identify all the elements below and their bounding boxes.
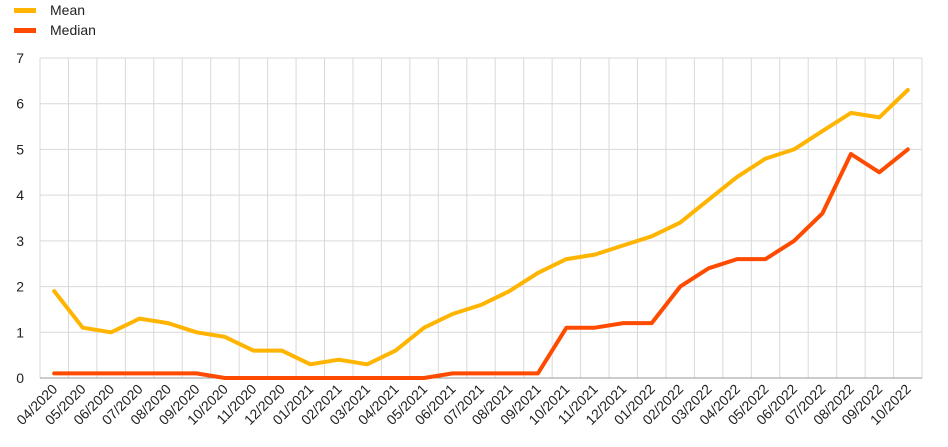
data-point-mean	[793, 148, 795, 150]
data-point-mean	[338, 359, 340, 361]
data-point-median	[281, 377, 283, 379]
data-point-mean	[110, 331, 112, 333]
y-tick-label: 2	[16, 279, 24, 295]
data-point-median	[907, 148, 909, 150]
data-point-median	[878, 171, 880, 173]
data-point-median	[195, 372, 197, 374]
data-point-mean	[195, 331, 197, 333]
data-point-median	[338, 377, 340, 379]
data-point-median	[821, 212, 823, 214]
data-point-mean	[850, 112, 852, 114]
data-point-mean	[366, 363, 368, 365]
data-point-mean	[53, 290, 55, 292]
legend-item-mean: Mean	[14, 0, 96, 20]
y-tick-label: 5	[16, 141, 24, 157]
y-tick-label: 3	[16, 233, 24, 249]
data-point-median	[508, 372, 510, 374]
data-point-median	[395, 377, 397, 379]
data-point-mean	[82, 327, 84, 329]
data-point-mean	[878, 116, 880, 118]
data-point-median	[480, 372, 482, 374]
data-point-mean	[139, 318, 141, 320]
data-point-median	[594, 327, 596, 329]
legend-label-median: Median	[50, 22, 96, 38]
data-point-mean	[765, 158, 767, 160]
data-point-median	[708, 267, 710, 269]
data-point-mean	[309, 363, 311, 365]
data-point-mean	[252, 350, 254, 352]
data-point-median	[622, 322, 624, 324]
data-point-mean	[423, 327, 425, 329]
data-point-mean	[224, 336, 226, 338]
data-point-mean	[736, 176, 738, 178]
y-tick-label: 1	[16, 324, 24, 340]
data-point-median	[167, 372, 169, 374]
y-tick-label: 6	[16, 96, 24, 112]
data-point-mean	[679, 222, 681, 224]
data-point-mean	[651, 235, 653, 237]
data-point-mean	[167, 322, 169, 324]
legend-item-median: Median	[14, 20, 96, 40]
y-tick-label: 7	[16, 50, 24, 66]
data-point-median	[679, 286, 681, 288]
data-point-median	[651, 322, 653, 324]
data-point-median	[537, 372, 539, 374]
data-point-median	[224, 377, 226, 379]
data-point-median	[252, 377, 254, 379]
data-point-median	[793, 240, 795, 242]
data-point-mean	[537, 272, 539, 274]
data-point-median	[423, 377, 425, 379]
data-point-mean	[508, 290, 510, 292]
data-point-median	[850, 153, 852, 155]
legend: Mean Median	[14, 0, 96, 40]
data-point-mean	[395, 350, 397, 352]
data-point-mean	[907, 89, 909, 91]
data-point-median	[110, 372, 112, 374]
data-point-mean	[452, 313, 454, 315]
data-point-median	[53, 372, 55, 374]
data-point-mean	[708, 199, 710, 201]
data-point-median	[366, 377, 368, 379]
data-point-mean	[565, 258, 567, 260]
legend-swatch-median	[14, 27, 36, 33]
data-point-mean	[281, 350, 283, 352]
data-point-median	[452, 372, 454, 374]
data-point-mean	[622, 244, 624, 246]
legend-swatch-mean	[14, 7, 36, 13]
data-point-median	[736, 258, 738, 260]
data-point-mean	[594, 254, 596, 256]
y-tick-label: 4	[16, 187, 24, 203]
y-tick-label: 0	[16, 370, 24, 386]
data-point-median	[565, 327, 567, 329]
data-point-median	[82, 372, 84, 374]
data-point-mean	[821, 130, 823, 132]
data-point-median	[139, 372, 141, 374]
data-point-median	[309, 377, 311, 379]
data-point-median	[765, 258, 767, 260]
legend-label-mean: Mean	[50, 2, 86, 18]
data-point-mean	[480, 304, 482, 306]
